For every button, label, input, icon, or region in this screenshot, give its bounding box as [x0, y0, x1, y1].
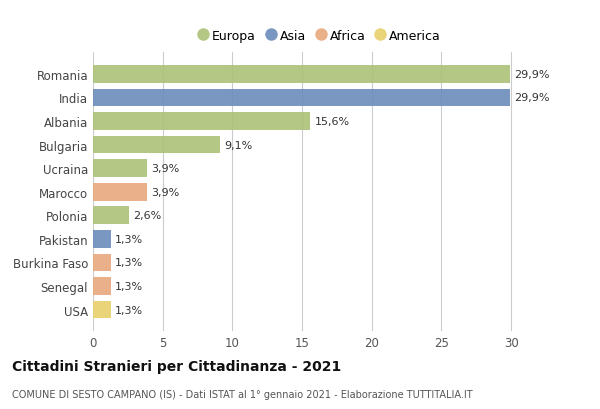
Text: 3,9%: 3,9% [152, 164, 180, 174]
Bar [93, 66, 510, 83]
Text: 1,3%: 1,3% [115, 234, 143, 244]
Text: 2,6%: 2,6% [133, 211, 161, 221]
Text: COMUNE DI SESTO CAMPANO (IS) - Dati ISTAT al 1° gennaio 2021 - Elaborazione TUTT: COMUNE DI SESTO CAMPANO (IS) - Dati ISTA… [12, 389, 473, 399]
Text: 3,9%: 3,9% [152, 187, 180, 197]
Text: 15,6%: 15,6% [314, 117, 350, 127]
Bar [93, 136, 220, 154]
Bar [93, 230, 111, 248]
Text: Cittadini Stranieri per Cittadinanza - 2021: Cittadini Stranieri per Cittadinanza - 2… [12, 359, 341, 373]
Bar [93, 89, 510, 107]
Text: 9,1%: 9,1% [224, 140, 252, 150]
Bar [93, 277, 111, 295]
Text: 1,3%: 1,3% [115, 258, 143, 268]
Text: 29,9%: 29,9% [514, 70, 550, 80]
Bar [93, 254, 111, 272]
Bar [93, 207, 129, 225]
Bar [93, 183, 148, 201]
Text: 29,9%: 29,9% [514, 93, 550, 103]
Bar [93, 301, 111, 319]
Text: 1,3%: 1,3% [115, 281, 143, 291]
Bar [93, 160, 148, 178]
Text: 1,3%: 1,3% [115, 305, 143, 315]
Bar [93, 113, 310, 130]
Legend: Europa, Asia, Africa, America: Europa, Asia, Africa, America [194, 26, 445, 47]
